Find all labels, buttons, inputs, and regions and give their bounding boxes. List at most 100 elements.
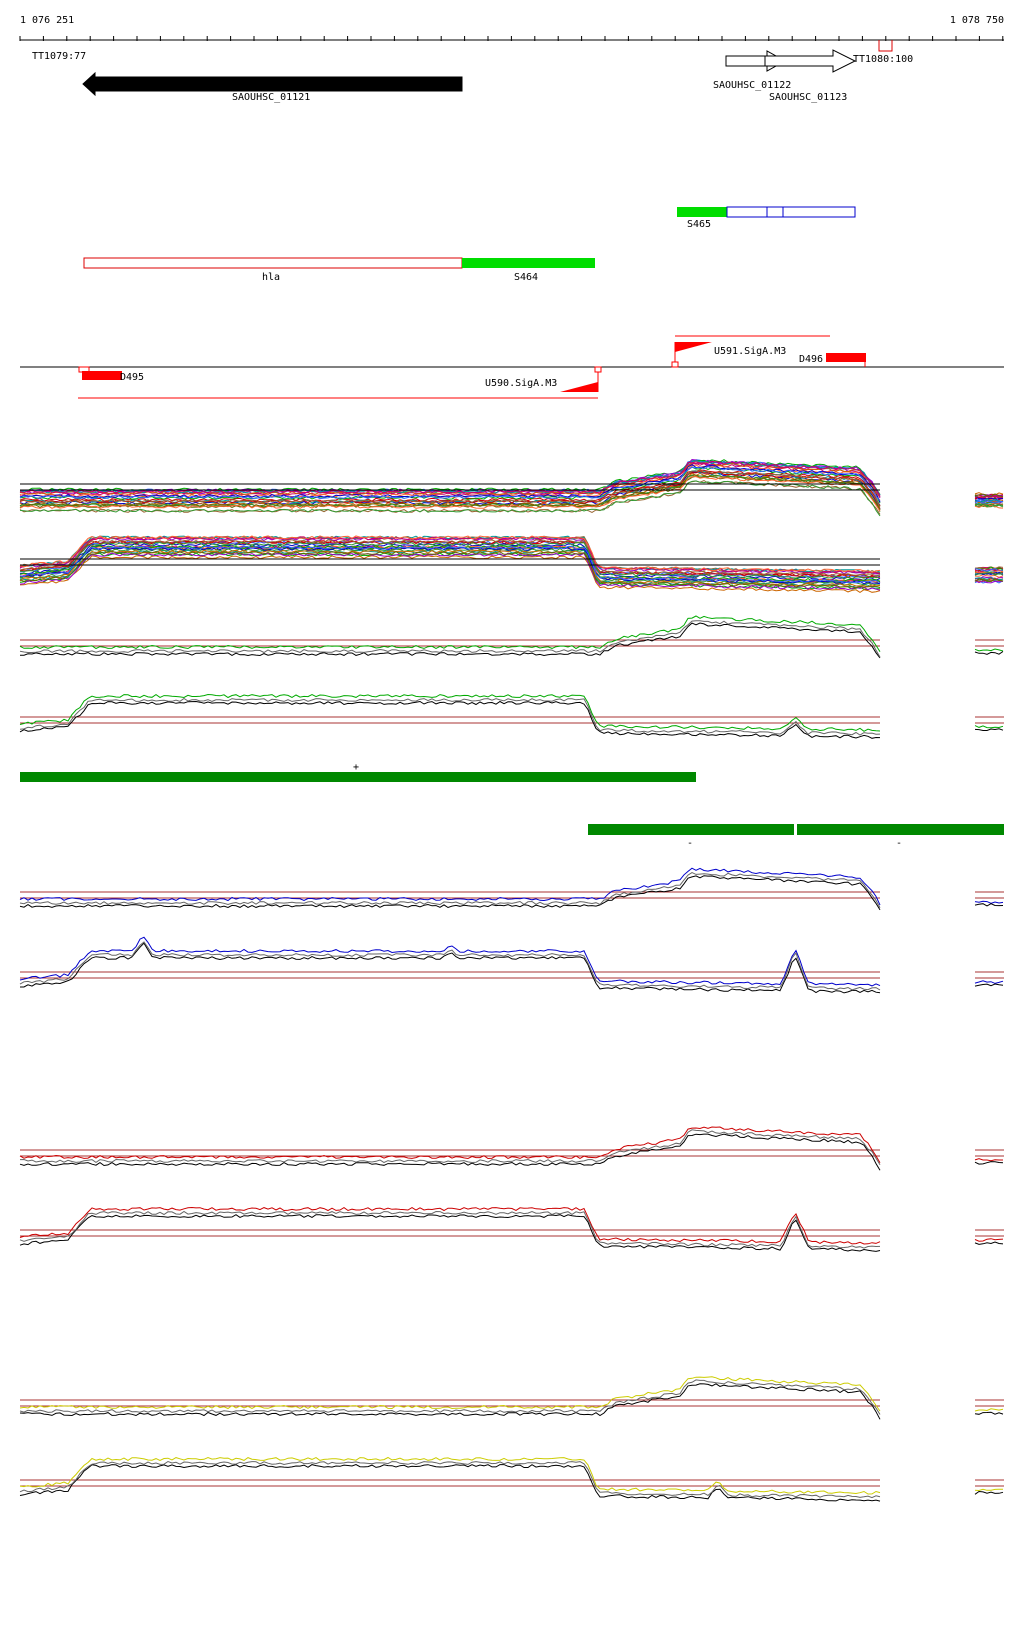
promoter-u591-flag[interactable] xyxy=(675,342,712,352)
segment-minus-1-bar[interactable] xyxy=(588,824,794,835)
ruler-start-label: 1 076 251 xyxy=(20,15,74,26)
expression-trace-reference xyxy=(19,941,881,991)
expression-trace-reference xyxy=(19,700,881,739)
expression-trace-stub xyxy=(974,983,1004,987)
expression-trace-stub xyxy=(974,580,1003,584)
terminator-tt1080: TT1080:100 xyxy=(853,40,913,65)
expression-trace-stub xyxy=(974,900,1004,904)
expression-trace-reference xyxy=(20,942,881,994)
track-s464[interactable]: S464 xyxy=(462,258,595,283)
segment-plus-label: + xyxy=(353,762,359,773)
promoter-d496-bar[interactable] xyxy=(826,353,866,362)
expression-trace xyxy=(19,552,881,591)
expression-trace-stub xyxy=(974,1241,1004,1245)
expression-trace-stub xyxy=(974,1411,1004,1415)
gene-label: SAOUHSC_01123 xyxy=(769,92,847,103)
gene-arrow[interactable] xyxy=(764,49,857,73)
expression-trace xyxy=(19,615,881,652)
expression-trace-reference xyxy=(19,875,881,911)
expression-trace xyxy=(19,693,881,732)
expression-trace xyxy=(19,555,881,593)
expression-trace-stub xyxy=(974,576,1004,581)
expression-trace xyxy=(19,469,881,508)
expression-panel-green-top xyxy=(19,615,1004,659)
expression-trace-stub xyxy=(974,502,1004,507)
expression-trace-stub xyxy=(974,496,1004,500)
expression-trace xyxy=(19,466,881,502)
expression-trace xyxy=(19,462,881,498)
expression-trace xyxy=(19,1456,881,1495)
expression-trace-stub xyxy=(974,503,1004,508)
gene-label: SAOUHSC_01122 xyxy=(713,80,791,91)
expression-trace-stub xyxy=(974,1158,1003,1162)
gene-saouhsc-01121[interactable]: SAOUHSC_01121 xyxy=(82,71,463,103)
promoter-d495-bar[interactable] xyxy=(82,371,122,380)
expression-trace xyxy=(19,549,881,588)
expression-trace-stub xyxy=(974,980,1004,984)
expression-trace xyxy=(19,472,881,510)
expression-trace xyxy=(19,1376,881,1412)
terminator-label: TT1080:100 xyxy=(853,54,913,65)
expression-trace-reference xyxy=(19,1129,881,1166)
expression-trace xyxy=(19,1126,881,1163)
expression-trace xyxy=(19,545,881,584)
segment-plus[interactable]: + xyxy=(20,762,696,782)
expression-panel-yellow-top xyxy=(19,1376,1004,1420)
expression-trace-reference xyxy=(19,1214,881,1252)
expression-panel-yellow-bottom xyxy=(19,1456,1004,1502)
expression-panel-green-bottom xyxy=(19,693,1004,739)
segment-plus-bar[interactable] xyxy=(20,772,696,782)
segment-minus-2-bar[interactable] xyxy=(797,824,1004,835)
expression-trace-reference xyxy=(19,622,881,659)
expression-panel-red-top xyxy=(19,1126,1004,1171)
track-s465-bar[interactable] xyxy=(677,207,727,217)
expression-trace-reference xyxy=(19,1210,881,1249)
promoter-u591[interactable]: U591.SigA.M3 xyxy=(671,335,830,368)
expression-trace-reference xyxy=(19,1463,881,1502)
expression-trace-stub xyxy=(974,728,1004,731)
expression-trace-stub xyxy=(974,651,1004,655)
ruler-end-label: 1 078 750 xyxy=(950,15,1004,26)
expression-trace-stub xyxy=(974,725,1004,729)
expression-trace xyxy=(19,867,881,906)
gene-saouhsc-01123[interactable]: SAOUHSC_01123 xyxy=(764,49,857,103)
expression-panel-blue-top xyxy=(19,867,1004,911)
expression-trace-stub xyxy=(974,1238,1004,1242)
expression-trace xyxy=(19,464,881,503)
terminator-tt1079: TT1079:77 xyxy=(32,51,86,62)
promoter-u590[interactable]: U590.SigA.M3 xyxy=(78,366,602,399)
gene-arrow[interactable] xyxy=(82,71,463,97)
expression-trace-reference xyxy=(19,697,881,736)
promoter-label: U590.SigA.M3 xyxy=(485,378,557,389)
promoter-u591-box xyxy=(671,361,679,368)
segment-minus-2[interactable]: - xyxy=(797,824,1004,849)
expression-trace xyxy=(19,460,881,497)
segment-minus-1[interactable]: - xyxy=(588,824,794,849)
promoter-d496[interactable]: D496 xyxy=(799,353,866,367)
expression-trace xyxy=(19,548,881,586)
expression-trace-stub xyxy=(974,648,1004,652)
track-hla-outline[interactable] xyxy=(83,257,463,269)
expression-trace xyxy=(19,543,881,581)
expression-trace-stub xyxy=(974,571,1004,576)
promoter-d495[interactable]: D495 xyxy=(78,366,144,383)
expression-panel-multi-top xyxy=(19,458,1004,517)
expression-trace-stub xyxy=(974,500,1004,504)
expression-panel-blue-bottom xyxy=(19,936,1004,994)
expression-trace xyxy=(19,475,881,512)
expression-trace-stub xyxy=(974,1161,1004,1165)
expression-trace-stub xyxy=(974,495,1004,499)
track-s464-bar[interactable] xyxy=(462,258,595,268)
promoter-u590-flag[interactable] xyxy=(560,382,598,392)
track-hla[interactable]: hla xyxy=(83,257,463,283)
expression-trace-stub xyxy=(974,574,1004,578)
ruler-ticks xyxy=(19,36,1004,41)
promoter-label: D496 xyxy=(799,354,823,365)
promoter-label: U591.SigA.M3 xyxy=(714,346,786,357)
track-s465-outline xyxy=(726,206,856,218)
expression-panel-multi-bottom xyxy=(19,535,1004,593)
terminator-marker xyxy=(878,40,893,52)
track-s465[interactable]: S465 xyxy=(677,206,856,230)
expression-trace xyxy=(19,539,881,577)
segment-minus-1-label: - xyxy=(687,838,693,849)
